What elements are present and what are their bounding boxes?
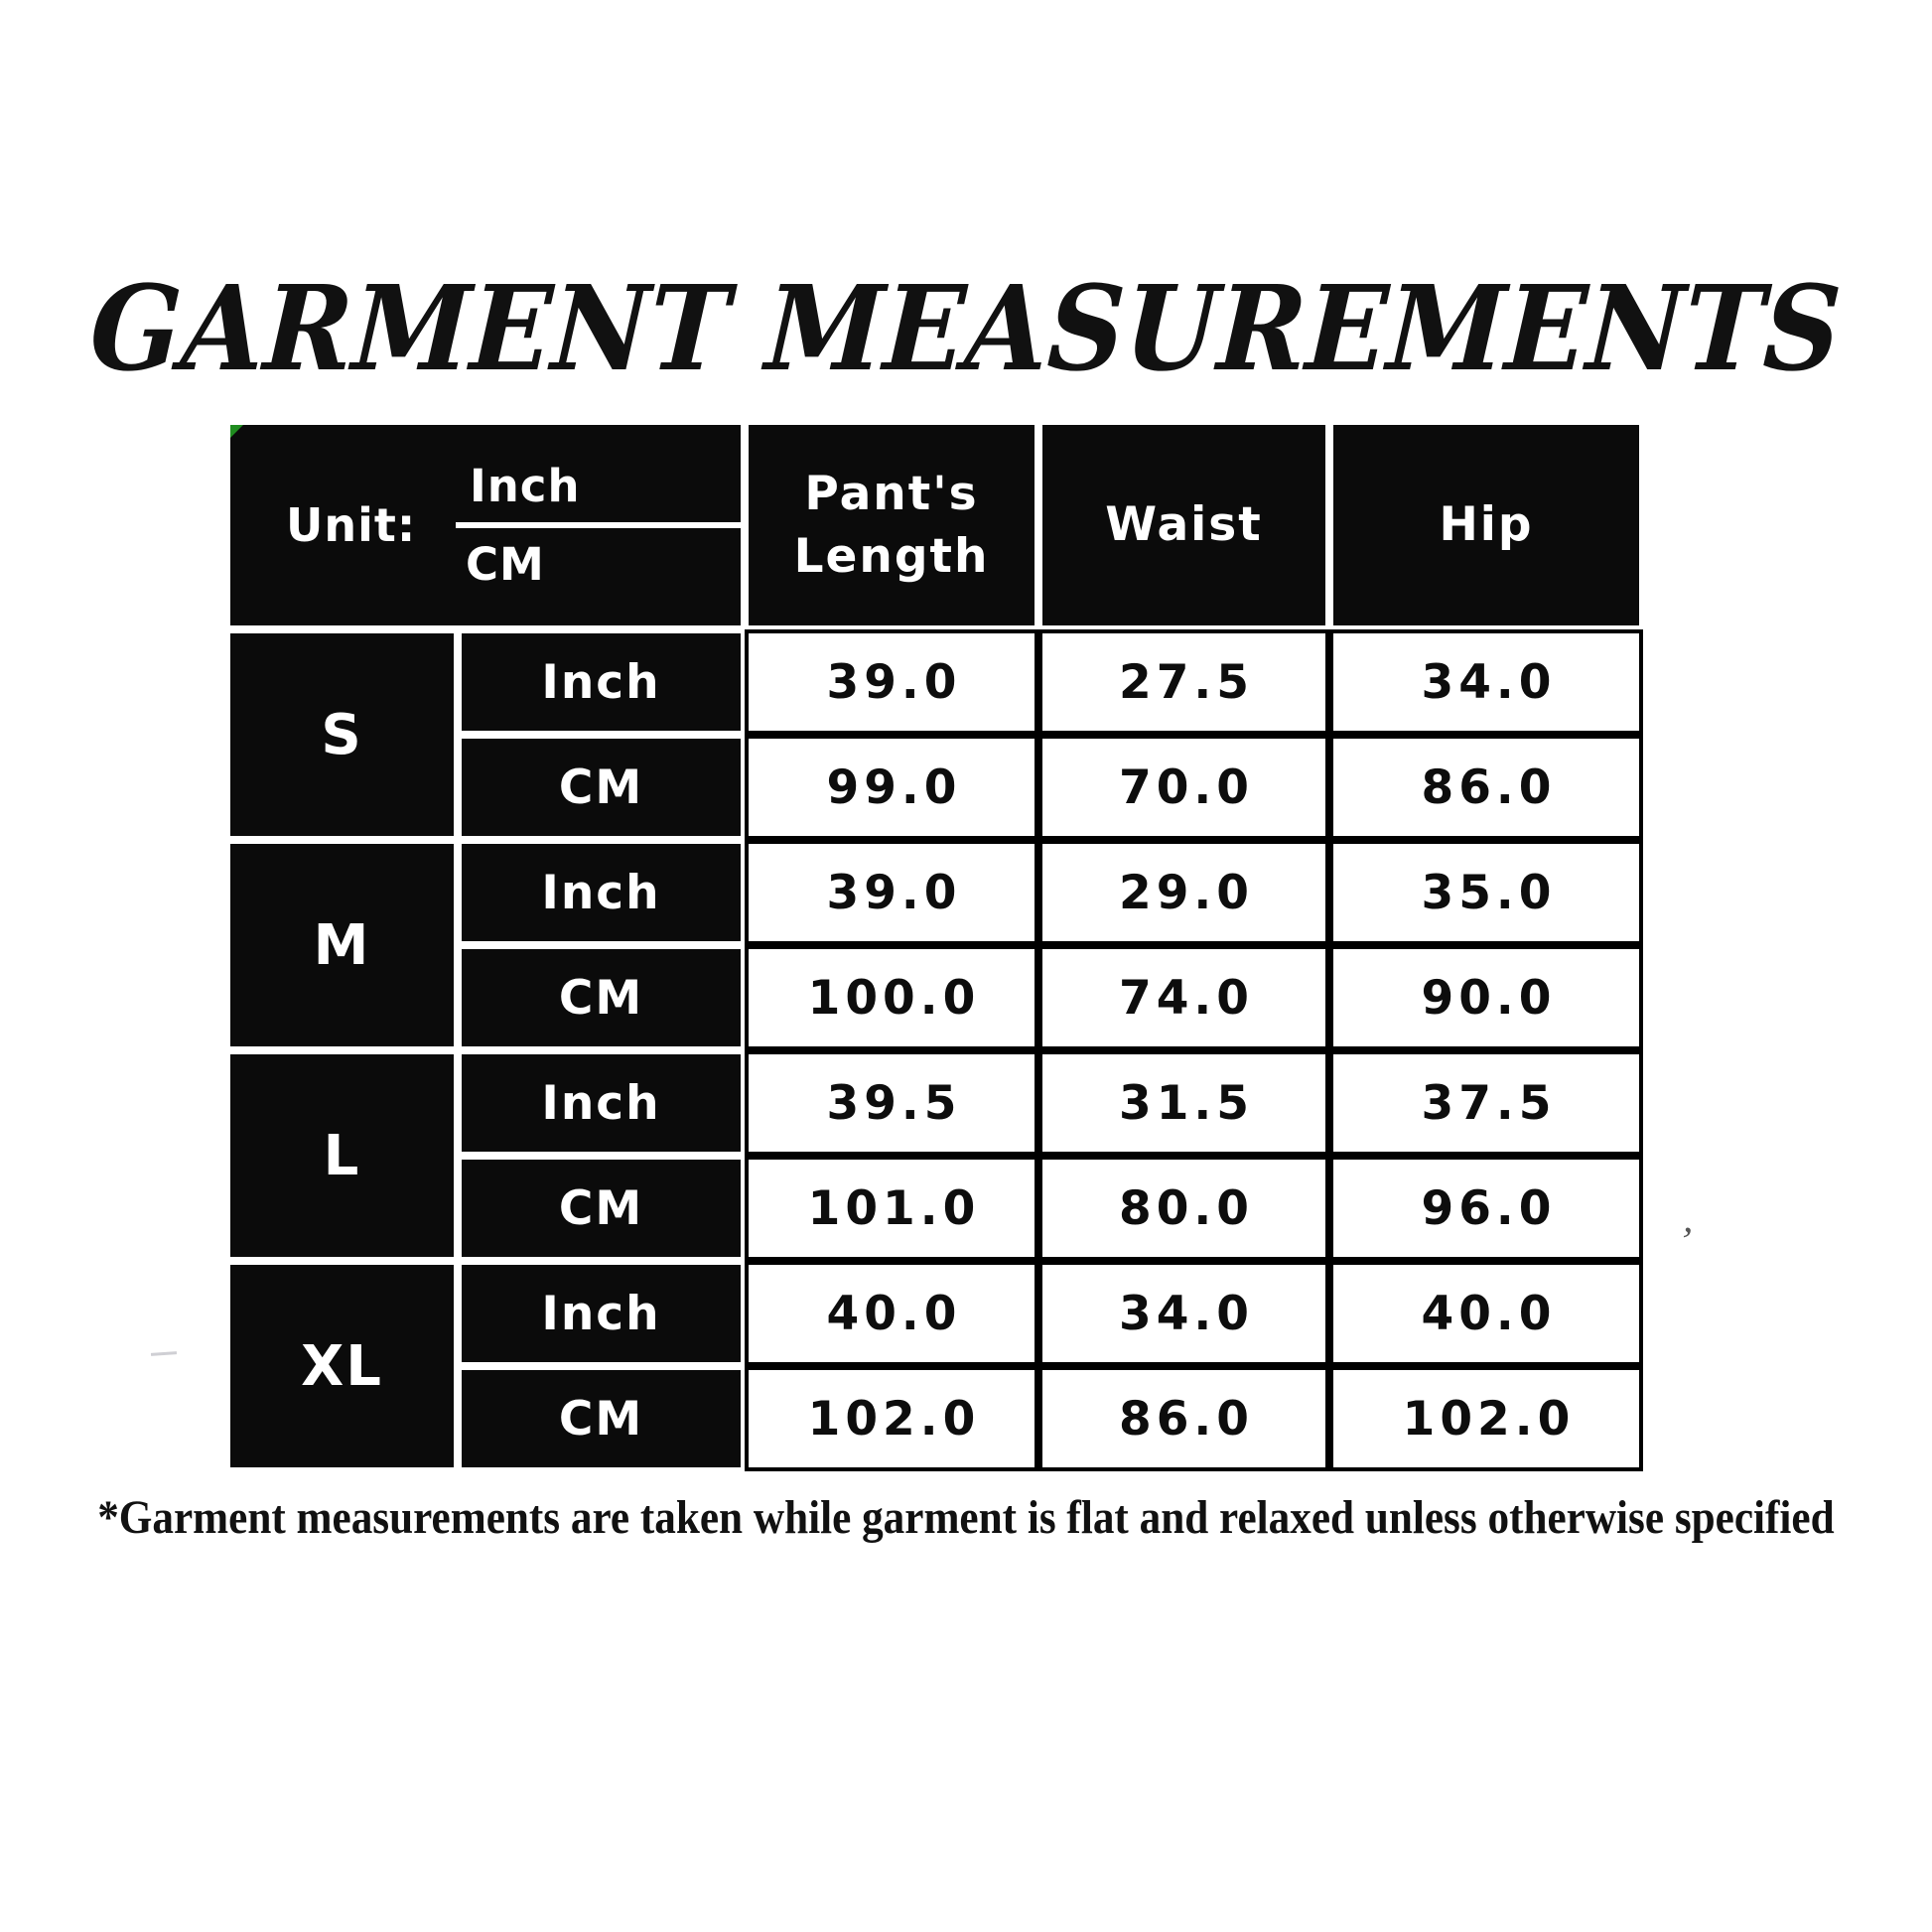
excel-corner-marker-icon xyxy=(230,425,243,438)
unit-cell: Inch xyxy=(458,1050,745,1156)
size-cell-m: M xyxy=(226,840,458,1050)
measurement-cell: 29.0 xyxy=(1038,840,1329,945)
footnote-text: *Garment measurements are taken while ga… xyxy=(97,1491,1835,1544)
measurement-cell: 34.0 xyxy=(1038,1261,1329,1366)
measurement-cell: 101.0 xyxy=(745,1156,1038,1261)
measurement-cell: 70.0 xyxy=(1038,735,1329,840)
unit-cell: CM xyxy=(458,1156,745,1261)
measurement-cell: 102.0 xyxy=(1329,1366,1643,1471)
footnote: *Garment measurements are taken while ga… xyxy=(0,1487,1932,1559)
unit-cell: CM xyxy=(458,1366,745,1471)
measurement-cell: 96.0 xyxy=(1329,1156,1643,1261)
measurement-cell: 27.5 xyxy=(1038,629,1329,735)
unit-cell: Inch xyxy=(458,840,745,945)
unit-label: Unit: xyxy=(286,498,417,552)
unit-cell: CM xyxy=(458,945,745,1050)
measurement-cell: 99.0 xyxy=(745,735,1038,840)
measurement-cell: 100.0 xyxy=(745,945,1038,1050)
size-cell-s: S xyxy=(226,629,458,840)
unit-cell: CM xyxy=(458,735,745,840)
stray-dash-mark xyxy=(150,1351,178,1356)
header-cell-unit: Unit: Inch CM xyxy=(226,421,745,629)
measurement-cell: 39.0 xyxy=(745,840,1038,945)
measurement-cell: 74.0 xyxy=(1038,945,1329,1050)
measurement-cell: 40.0 xyxy=(745,1261,1038,1366)
measurement-cell: 37.5 xyxy=(1329,1050,1643,1156)
unit-inch-label: Inch xyxy=(456,460,741,528)
header-cell-hip: Hip xyxy=(1329,421,1643,629)
measurement-cell: 86.0 xyxy=(1329,735,1643,840)
measurement-cell: 39.0 xyxy=(745,629,1038,735)
header-cell-pants-length: Pant's Length xyxy=(745,421,1038,629)
measurement-cell: 39.5 xyxy=(745,1050,1038,1156)
unit-fraction: Inch CM xyxy=(456,460,741,591)
unit-cell: Inch xyxy=(458,629,745,735)
header-cell-waist: Waist xyxy=(1038,421,1329,629)
measurement-cell: 80.0 xyxy=(1038,1156,1329,1261)
garment-measurements-table: Unit: Inch CM Pant's Length Waist Hip S … xyxy=(226,421,1643,1471)
measurement-cell: 86.0 xyxy=(1038,1366,1329,1471)
stray-mark: ’ xyxy=(1676,1217,1697,1264)
size-cell-xl: XL xyxy=(226,1261,458,1471)
unit-cm-label: CM xyxy=(466,538,545,591)
measurement-cell: 35.0 xyxy=(1329,840,1643,945)
page-title-text: GARMENT MEASUREMENTS xyxy=(87,259,1845,397)
measurement-cell: 102.0 xyxy=(745,1366,1038,1471)
size-cell-l: L xyxy=(226,1050,458,1261)
measurement-cell: 31.5 xyxy=(1038,1050,1329,1156)
page-title: GARMENT MEASUREMENTS xyxy=(0,259,1932,432)
measurement-cell: 40.0 xyxy=(1329,1261,1643,1366)
measurement-cell: 90.0 xyxy=(1329,945,1643,1050)
unit-cell: Inch xyxy=(458,1261,745,1366)
measurement-cell: 34.0 xyxy=(1329,629,1643,735)
